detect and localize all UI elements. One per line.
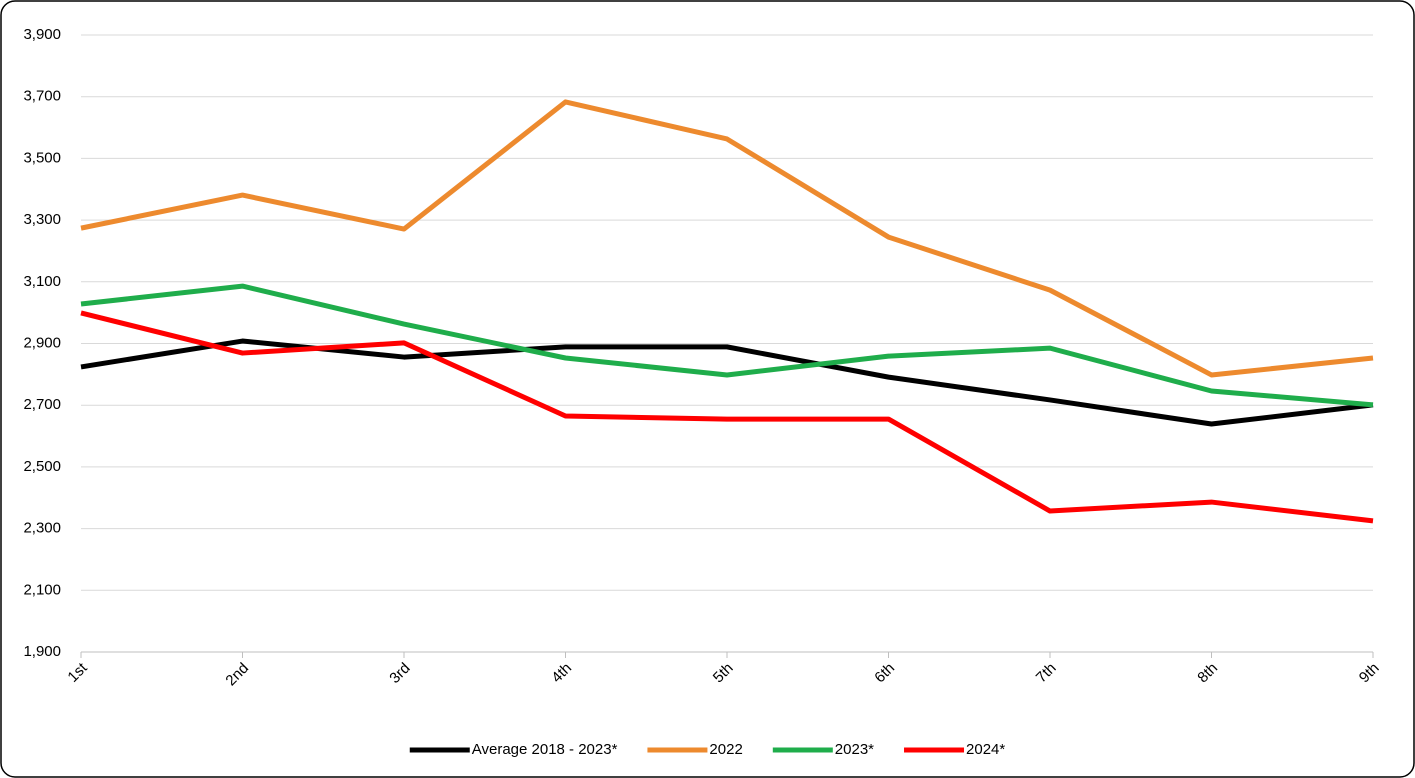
legend-label: 2022 [709,741,742,758]
legend-label: Average 2018 - 2023* [472,741,618,758]
series-line [80,338,1374,427]
y-tick-label: 3,100 [23,273,61,290]
legend-label: 2024* [966,741,1005,758]
y-tick-label: 3,700 [23,88,61,105]
y-tick-label: 2,500 [23,458,61,475]
series-line [80,310,1374,524]
legend-label: 2023* [835,741,874,758]
y-tick-label: 3,300 [23,211,61,228]
y-tick-label: 3,500 [23,149,61,166]
y-tick-label: 2,700 [23,396,61,413]
y-tick-label: 2,900 [23,334,61,351]
series-line [80,283,1374,408]
y-tick-label: 2,300 [23,520,61,537]
y-tick-label: 2,100 [23,581,61,598]
y-tick-label: 3,900 [23,26,61,43]
series-line [80,99,1374,378]
y-tick-label: 1,900 [23,643,61,660]
